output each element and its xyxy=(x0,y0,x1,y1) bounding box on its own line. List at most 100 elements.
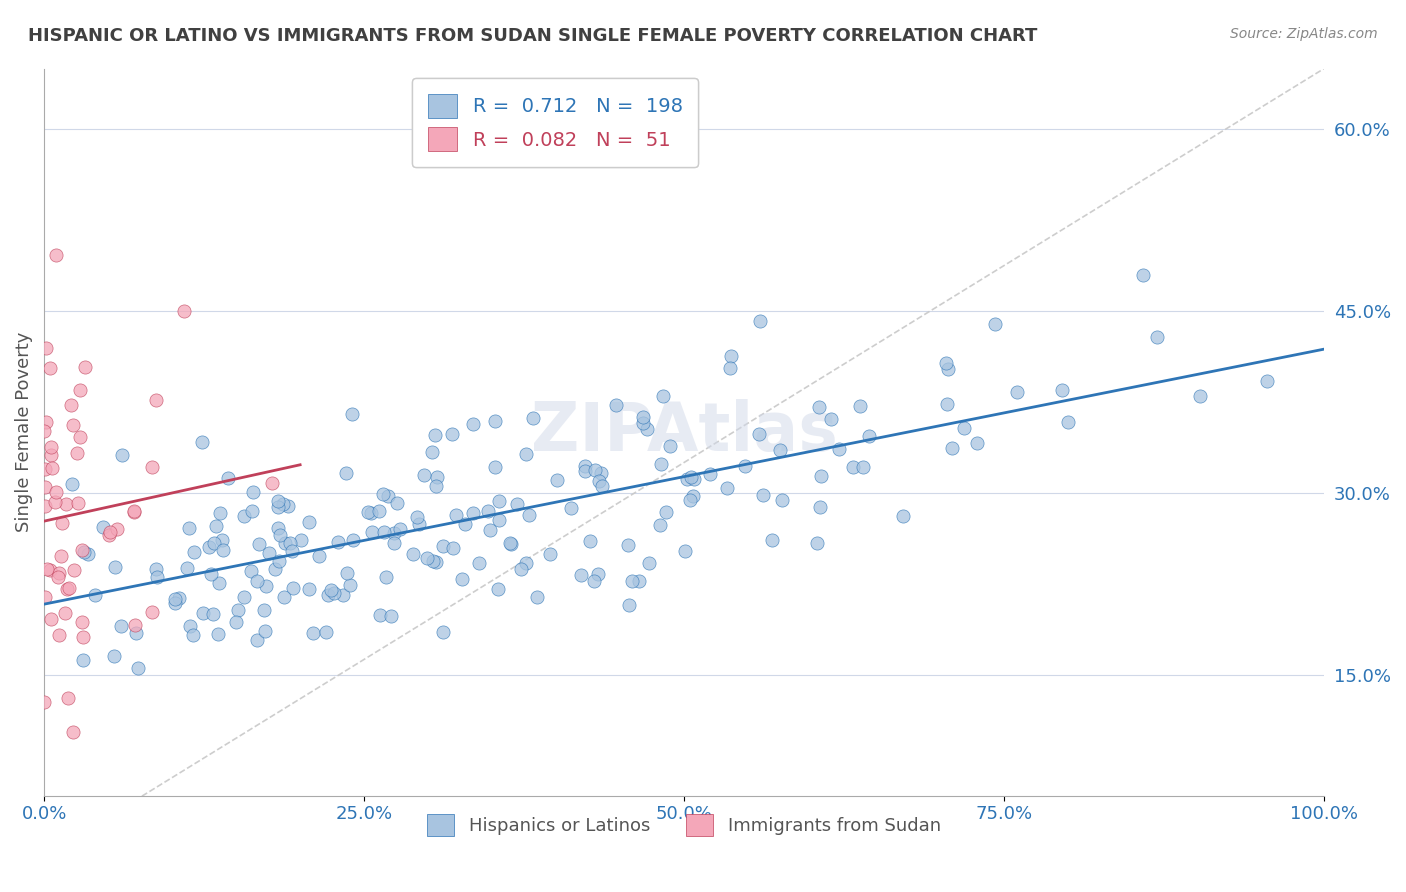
Point xyxy=(468,556,491,570)
Point xyxy=(808,500,831,515)
Point xyxy=(246,633,269,648)
Point xyxy=(402,547,425,561)
Point xyxy=(380,609,402,624)
Point xyxy=(891,508,914,523)
Point xyxy=(48,566,70,581)
Point xyxy=(499,537,522,551)
Point xyxy=(425,479,447,493)
Point xyxy=(591,479,613,493)
Point xyxy=(83,588,105,602)
Point xyxy=(652,389,675,403)
Point xyxy=(48,627,70,641)
Point xyxy=(583,463,606,477)
Point xyxy=(124,618,146,632)
Point xyxy=(122,505,145,519)
Point xyxy=(253,602,276,616)
Point xyxy=(103,649,125,664)
Point xyxy=(332,588,354,602)
Point xyxy=(574,459,596,474)
Point xyxy=(98,528,121,542)
Point xyxy=(39,612,62,626)
Point xyxy=(211,533,233,547)
Point xyxy=(55,582,77,596)
Point xyxy=(425,555,447,569)
Point xyxy=(1132,268,1154,282)
Point xyxy=(681,470,703,484)
Point xyxy=(217,471,239,485)
Point xyxy=(605,398,627,412)
Point xyxy=(371,487,394,501)
Point xyxy=(35,341,58,355)
Point xyxy=(488,494,510,508)
Point xyxy=(416,551,439,566)
Point xyxy=(308,549,330,563)
Point xyxy=(177,521,200,535)
Point xyxy=(588,475,610,489)
Point xyxy=(254,579,277,593)
Point xyxy=(648,517,671,532)
Point xyxy=(478,523,501,537)
Point xyxy=(375,569,398,583)
Point xyxy=(298,516,321,530)
Point xyxy=(952,421,974,435)
Point xyxy=(163,591,186,606)
Point xyxy=(808,400,831,414)
Point xyxy=(35,415,58,429)
Point xyxy=(179,619,201,633)
Point xyxy=(984,317,1007,331)
Point xyxy=(145,562,167,576)
Point xyxy=(432,625,454,640)
Point xyxy=(718,361,741,376)
Point xyxy=(69,383,91,397)
Legend: R =  0.712   N =  198, R =  0.082   N =  51: R = 0.712 N = 198, R = 0.082 N = 51 xyxy=(412,78,697,167)
Point xyxy=(72,545,94,559)
Point xyxy=(267,500,290,515)
Point xyxy=(451,572,474,586)
Point xyxy=(298,582,321,596)
Point xyxy=(360,506,382,520)
Point xyxy=(631,416,654,430)
Point xyxy=(72,653,94,667)
Point xyxy=(441,541,464,555)
Point xyxy=(655,505,678,519)
Point xyxy=(820,412,842,426)
Point xyxy=(510,562,533,576)
Point xyxy=(273,590,295,604)
Text: Source: ZipAtlas.com: Source: ZipAtlas.com xyxy=(1230,27,1378,41)
Point xyxy=(200,567,222,582)
Point xyxy=(454,516,477,531)
Point xyxy=(72,630,94,644)
Point xyxy=(526,590,548,604)
Point xyxy=(770,493,793,508)
Point xyxy=(226,602,249,616)
Point xyxy=(58,690,80,705)
Point xyxy=(538,548,561,562)
Point xyxy=(841,460,863,475)
Point xyxy=(716,481,738,495)
Point xyxy=(636,422,658,436)
Point xyxy=(58,581,80,595)
Point xyxy=(412,467,434,482)
Point xyxy=(673,544,696,558)
Point xyxy=(55,497,77,511)
Point xyxy=(461,507,484,521)
Point xyxy=(461,417,484,431)
Point xyxy=(91,520,114,534)
Point xyxy=(699,467,721,482)
Point xyxy=(339,578,361,592)
Point xyxy=(941,441,963,455)
Point xyxy=(51,516,73,530)
Point xyxy=(125,625,148,640)
Point xyxy=(59,398,82,412)
Point xyxy=(269,528,291,542)
Point xyxy=(283,581,305,595)
Point xyxy=(271,497,294,511)
Point xyxy=(499,535,522,549)
Point xyxy=(484,460,506,475)
Point xyxy=(41,461,63,475)
Point xyxy=(76,547,98,561)
Point xyxy=(267,520,290,534)
Point xyxy=(60,477,83,491)
Point xyxy=(145,393,167,408)
Point xyxy=(247,537,270,551)
